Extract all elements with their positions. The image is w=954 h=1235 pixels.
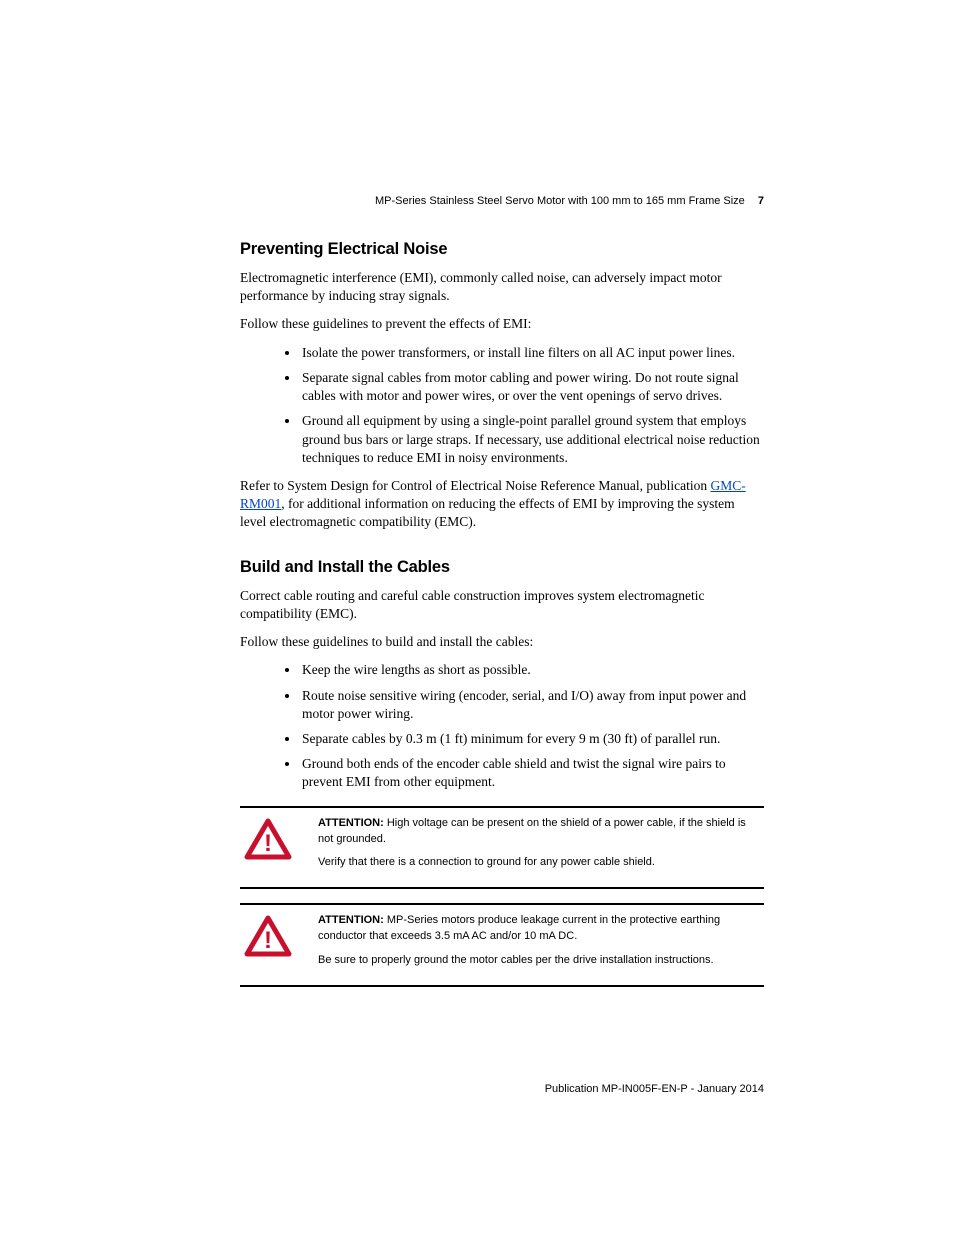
list-item: Isolate the power transformers, or insta… xyxy=(300,344,764,362)
attention-line: ATTENTION: MP-Series motors produce leak… xyxy=(318,913,764,945)
list-item: Ground all equipment by using a single-p… xyxy=(300,412,764,467)
warning-icon: ! xyxy=(240,816,296,860)
body-paragraph: Correct cable routing and careful cable … xyxy=(240,587,764,623)
svg-text:!: ! xyxy=(264,830,272,857)
page-footer: Publication MP-IN005F-EN-P - January 201… xyxy=(545,1083,764,1095)
section-heading-cables: Build and Install the Cables xyxy=(240,558,764,577)
attention-line: ATTENTION: High voltage can be present o… xyxy=(318,816,764,848)
header-title: MP-Series Stainless Steel Servo Motor wi… xyxy=(375,195,745,207)
list-item: Route noise sensitive wiring (encoder, s… xyxy=(300,687,764,723)
attention-callout: ! ATTENTION: MP-Series motors produce le… xyxy=(240,903,764,987)
attention-text: ATTENTION: High voltage can be present o… xyxy=(318,816,764,880)
section-heading-noise: Preventing Electrical Noise xyxy=(240,240,764,259)
attention-line: Be sure to properly ground the motor cab… xyxy=(318,953,764,969)
body-paragraph: Refer to System Design for Control of El… xyxy=(240,477,764,532)
page-number: 7 xyxy=(758,195,764,207)
list-item: Keep the wire lengths as short as possib… xyxy=(300,661,764,679)
running-header: MP-Series Stainless Steel Servo Motor wi… xyxy=(375,195,764,207)
warning-icon: ! xyxy=(240,913,296,957)
attention-label: ATTENTION: xyxy=(318,817,387,829)
text-run: Refer to System Design for Control of El… xyxy=(240,478,710,493)
section-build-cables: Build and Install the Cables Correct cab… xyxy=(240,558,764,988)
bullet-list: Keep the wire lengths as short as possib… xyxy=(282,661,764,791)
document-page: MP-Series Stainless Steel Servo Motor wi… xyxy=(0,0,954,1235)
page-content: Preventing Electrical Noise Electromagne… xyxy=(240,240,764,987)
svg-text:!: ! xyxy=(264,927,272,954)
list-item: Separate cables by 0.3 m (1 ft) minimum … xyxy=(300,730,764,748)
body-paragraph: Electromagnetic interference (EMI), comm… xyxy=(240,269,764,305)
body-paragraph: Follow these guidelines to prevent the e… xyxy=(240,315,764,333)
attention-callout: ! ATTENTION: High voltage can be present… xyxy=(240,806,764,890)
bullet-list: Isolate the power transformers, or insta… xyxy=(282,344,764,467)
body-paragraph: Follow these guidelines to build and ins… xyxy=(240,633,764,651)
list-item: Ground both ends of the encoder cable sh… xyxy=(300,755,764,791)
attention-label: ATTENTION: xyxy=(318,914,387,926)
list-item: Separate signal cables from motor cablin… xyxy=(300,369,764,405)
attention-line: Verify that there is a connection to gro… xyxy=(318,855,764,871)
text-run: , for additional information on reducing… xyxy=(240,496,735,529)
attention-text: ATTENTION: MP-Series motors produce leak… xyxy=(318,913,764,977)
